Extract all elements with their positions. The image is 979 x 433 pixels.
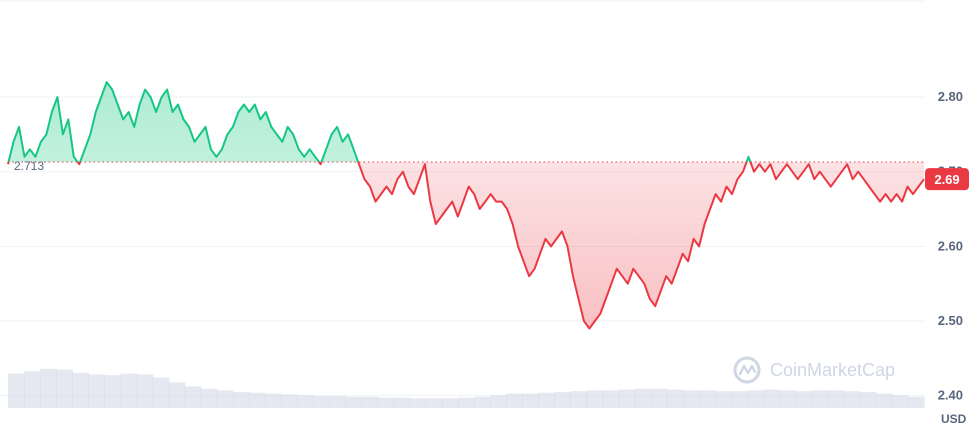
volume-bar — [747, 390, 764, 408]
y-axis: 2.802.702.602.502.40 — [938, 89, 963, 403]
volume-bars — [8, 368, 925, 408]
volume-bar — [618, 389, 636, 408]
volume-bar — [891, 395, 909, 408]
volume-bar — [216, 390, 234, 408]
price-line-above — [7, 81, 752, 163]
volume-bar — [265, 393, 282, 408]
volume-bar — [650, 388, 668, 408]
volume-bar — [393, 397, 411, 408]
volume-bar — [345, 396, 363, 408]
volume-bar — [425, 398, 443, 408]
volume-bar — [682, 390, 700, 408]
y-tick-label: 2.50 — [938, 313, 963, 328]
volume-bar — [538, 392, 555, 408]
volume-bar — [506, 393, 523, 408]
volume-bar — [8, 373, 25, 408]
volume-bar — [843, 391, 861, 408]
volume-bar — [72, 372, 89, 408]
volume-bar — [490, 395, 507, 408]
coinmarketcap-logo-icon — [733, 356, 761, 384]
volume-bar — [281, 394, 298, 408]
volume-bar — [457, 397, 475, 408]
watermark-text: CoinMarketCap — [770, 360, 895, 380]
volume-bar — [731, 391, 748, 408]
volume-bar — [699, 390, 716, 408]
volume-bar — [40, 368, 57, 408]
area-fill-below — [8, 162, 924, 329]
volume-bar — [409, 398, 427, 408]
volume-bar — [329, 396, 347, 408]
price-line-below — [7, 162, 925, 330]
volume-bar — [24, 371, 41, 408]
current-price-badge: 2.69 — [925, 168, 969, 191]
volume-bar — [859, 392, 877, 408]
volume-bar — [152, 377, 170, 408]
y-tick-label: 2.60 — [938, 238, 963, 253]
y-tick-label: 2.80 — [938, 89, 963, 104]
volume-bar — [297, 395, 314, 408]
volume-bar — [875, 393, 893, 408]
volume-bar — [441, 398, 459, 408]
volume-bar — [474, 396, 491, 408]
volume-bar — [907, 396, 925, 408]
volume-bar — [377, 397, 395, 408]
area-fill-above — [8, 82, 924, 163]
volume-bar — [200, 388, 218, 408]
volume-bar — [120, 373, 138, 408]
volume-bar — [795, 391, 813, 408]
volume-bar — [811, 390, 829, 408]
volume-bar — [168, 382, 186, 408]
watermark: CoinMarketCap — [733, 356, 895, 384]
volume-bar — [827, 390, 845, 408]
volume-bar — [586, 390, 604, 408]
unit-label: USD — [941, 412, 967, 426]
volume-bar — [361, 396, 379, 408]
baseline-label: 2.713 — [14, 159, 44, 173]
volume-bar — [554, 392, 572, 408]
current-price-label: 2.69 — [934, 172, 959, 187]
volume-bar — [184, 386, 202, 408]
volume-bar — [634, 388, 652, 408]
volume-bar — [602, 390, 620, 408]
volume-bar — [136, 374, 154, 408]
volume-bar — [313, 396, 331, 408]
volume-bar — [88, 374, 106, 408]
y-tick-label: 2.40 — [938, 388, 963, 403]
volume-bar — [715, 391, 732, 408]
volume-bar — [522, 393, 539, 408]
volume-bar — [570, 391, 588, 408]
volume-bar — [249, 392, 266, 408]
volume-bar — [56, 369, 73, 408]
volume-bar — [232, 392, 250, 408]
volume-bar — [666, 389, 684, 408]
volume-bar — [779, 390, 797, 408]
volume-bar — [763, 389, 780, 408]
volume-bar — [104, 375, 122, 408]
price-area — [7, 81, 925, 330]
